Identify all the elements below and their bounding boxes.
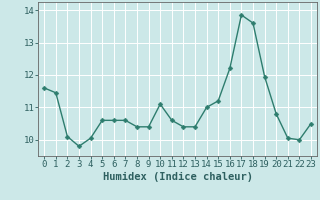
X-axis label: Humidex (Indice chaleur): Humidex (Indice chaleur) <box>103 172 252 182</box>
